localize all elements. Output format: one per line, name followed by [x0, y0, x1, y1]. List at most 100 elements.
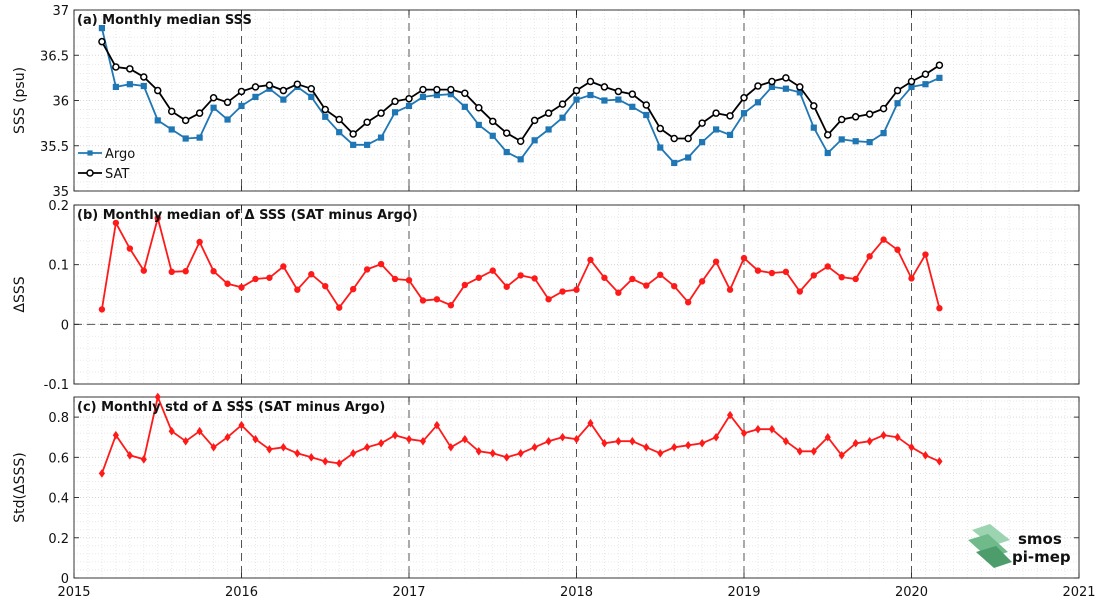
panel-b-series-0-point — [629, 275, 636, 283]
panel-c-series-0-point — [322, 457, 329, 466]
panel-a-series-1-point — [530, 116, 539, 125]
panel-a-series-1-point — [391, 97, 399, 106]
panel-c-series-0-point — [182, 436, 189, 446]
panel-c-series-0-point — [489, 449, 496, 458]
panel-c-series-0-point — [98, 469, 106, 478]
panel-c-series-0-point — [126, 451, 133, 460]
panel-b-series-0-point — [126, 245, 134, 252]
panel-c-xtick-label: 2019 — [727, 585, 760, 600]
panel-a-ytick-label: 36 — [52, 95, 69, 110]
panel-b-series-0-point — [377, 260, 385, 268]
panel-c-series-0-point — [196, 426, 203, 436]
panel-a-series-1-point — [419, 85, 427, 94]
panel-a-series-0-point — [754, 99, 762, 106]
panel-b-series-0-point — [266, 274, 273, 281]
panel-b-series-0-point — [336, 304, 343, 311]
panel-c-series-0-point — [643, 442, 650, 452]
panel-c-series-0-point — [936, 457, 943, 466]
panel-b-series-0-point — [475, 274, 482, 281]
panel-b-ytick-label: 0.2 — [48, 199, 69, 214]
panel-a-series-1-point — [698, 119, 706, 127]
panel-a-series-0-point — [391, 109, 399, 116]
smos-pi-mep-logo: smos pi-mep — [968, 524, 1071, 568]
panel-a-series-1-point — [433, 85, 441, 94]
panel-a-series-1-point — [167, 107, 176, 116]
panel-b-series-0-point — [866, 253, 873, 260]
panel-a-series-1-point — [140, 73, 148, 81]
panel-a-series-1-point — [154, 86, 162, 95]
panel-c-series-0-point — [782, 436, 789, 446]
panel-a-series-1-point — [614, 87, 623, 96]
panel-a-series-0-point — [489, 132, 496, 139]
panel-b-series-0-point — [852, 275, 859, 283]
panel-c-xtick-label: 2017 — [392, 585, 425, 600]
panel-c-series-0-point — [712, 432, 720, 442]
panel-a-series-1-point — [293, 80, 302, 88]
panel-a-series-0-point — [364, 141, 371, 148]
panel-a-series-0-point — [517, 156, 524, 163]
panel-c-series-0-point — [545, 436, 552, 446]
panel-a-series-1-point — [279, 86, 288, 95]
panel-b-series-0-point — [754, 267, 762, 274]
panel-c-series-0-point — [461, 434, 468, 444]
panel-a-series-0-point — [350, 141, 357, 148]
panel-b-series-0-point — [601, 274, 608, 281]
panel-c-ytick-label: 0 — [61, 572, 69, 587]
panel-a-series-0-point — [280, 96, 287, 103]
panel-c-series-0-point — [364, 442, 371, 452]
panel-a-series-0-point — [922, 81, 929, 88]
panel-a-series-0-point — [880, 129, 887, 137]
panel-a-series-1-point — [335, 115, 343, 124]
panel-b-series-0-point — [349, 285, 357, 293]
panel-b-series-0-point — [908, 275, 915, 282]
panel-b-series-0-point — [433, 296, 441, 303]
panel-c-series-0-point — [866, 436, 873, 446]
panel-a-series-1-point — [935, 61, 944, 69]
panel-a-series-0-point — [685, 154, 692, 161]
panel-c-series-0-point — [405, 434, 413, 444]
panel-a-series-1-point — [502, 129, 511, 137]
panel-a-series-1-point — [600, 83, 609, 91]
panel-a-series-0-point — [657, 144, 664, 151]
panel-b-series-0-point — [419, 297, 427, 304]
panel-c-series-0-point — [419, 436, 427, 446]
panel-b-series-0-point — [322, 282, 329, 290]
panel-a-series-0-point — [377, 134, 385, 141]
panel-c-series-0-point — [112, 430, 119, 440]
panel-a-series-0-point — [587, 91, 594, 99]
panel-b-series-0-point — [643, 282, 650, 289]
panel-c-series-0-point — [894, 432, 901, 442]
panel-a-series-0-point — [866, 139, 873, 146]
panel-a-title: (a) Monthly median SSS — [77, 13, 252, 28]
panel-a-series-0-point — [726, 131, 734, 138]
panel-b-series-0-point — [810, 272, 817, 279]
panel-a-series-1-point — [684, 134, 692, 143]
panel-a-ylabel: SSS (psu) — [12, 67, 28, 134]
panel-a-series-1-point — [516, 137, 525, 145]
panel-c-series-0-point — [754, 424, 762, 434]
legend-marker-0 — [87, 150, 93, 156]
panel-b-series-0-point — [726, 286, 734, 293]
panel-b-series-0-point — [796, 288, 804, 295]
panel-a-series-0-point — [712, 126, 720, 133]
panel-b-ytick-label: -0.1 — [44, 378, 69, 393]
panel-c-series-0-point — [252, 434, 259, 444]
panel-a-series-0-point — [322, 113, 329, 120]
panel-c-series-0-point — [238, 420, 245, 430]
panel-a-ytick-label: 35.5 — [40, 140, 69, 155]
panel-c-series-0-point — [447, 442, 454, 452]
panel-a-series-1-point — [740, 94, 748, 102]
panel-a-series-0-point — [936, 74, 943, 81]
panel-a-series-0-point — [810, 124, 817, 131]
panel-b-series-0-point — [559, 288, 566, 295]
panel-b-series-0-point — [936, 305, 943, 312]
panel-a-series-1-point — [558, 100, 567, 108]
panel-c-series-0-point — [475, 447, 482, 456]
panel-c-series-0-point — [210, 442, 217, 452]
panel-b-series-0-point — [671, 282, 678, 290]
panel-b-series-0-point — [196, 238, 203, 246]
panel-a-series-1-point — [628, 90, 637, 98]
panel-c-ytick-label: 0.2 — [48, 532, 69, 547]
panel-a-series-0-point — [98, 25, 106, 32]
panel-b-series-0-point — [405, 276, 413, 284]
